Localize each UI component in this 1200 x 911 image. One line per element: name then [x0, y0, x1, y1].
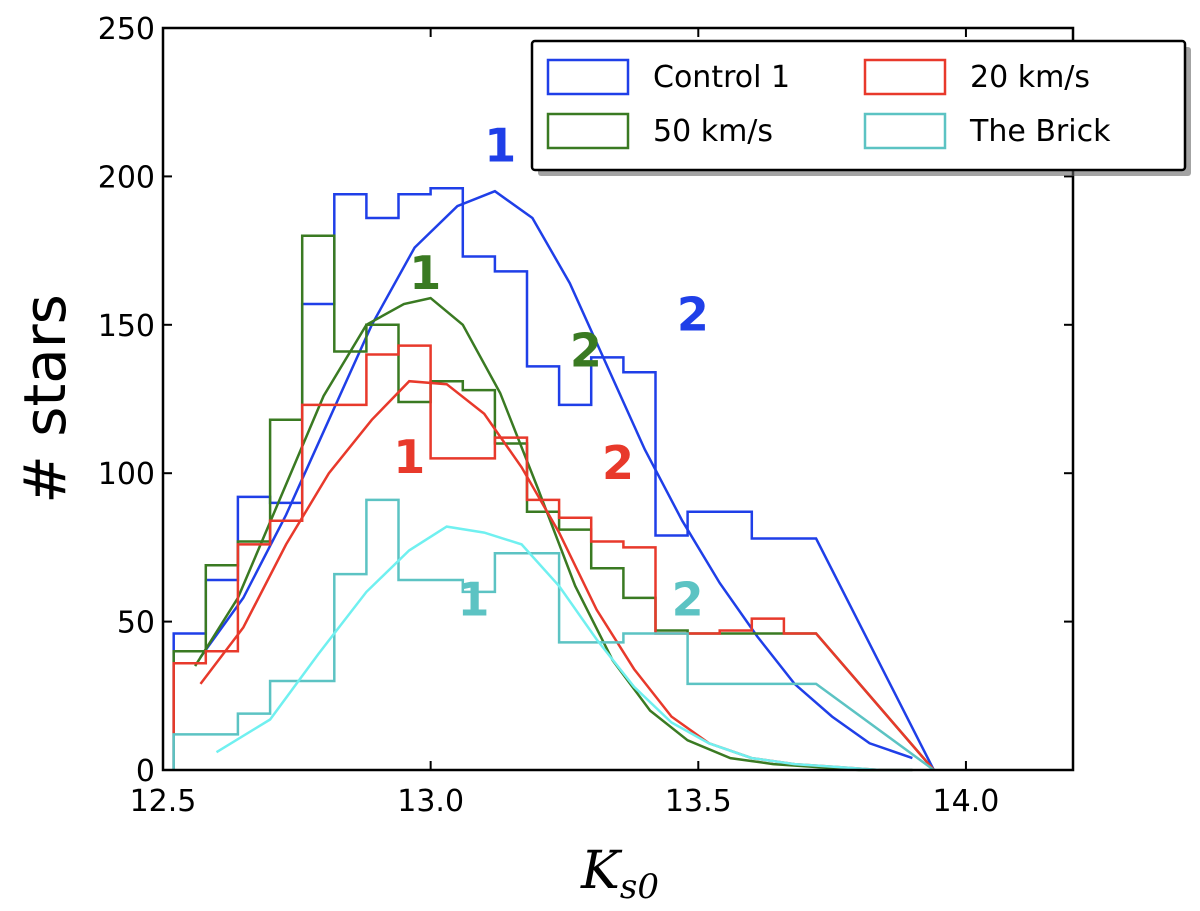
legend-label-50-km-s: 50 km/s: [653, 114, 773, 149]
x-axis-label-main: K: [580, 841, 623, 901]
tick-layer: 12.5 13.0 13.5 14.0 0 50 100 150 200 250: [98, 12, 1073, 819]
series-layer: [172, 187, 935, 772]
y-tick-label: 150: [98, 309, 155, 344]
legend-swatch-the-brick: [863, 112, 947, 150]
annotation-20-km-s-2: 2: [602, 436, 634, 490]
legend-label-20-km-s: 20 km/s: [970, 60, 1090, 95]
hist-50-km-s: [172, 234, 935, 771]
x-tick-label: 14.0: [933, 784, 1000, 819]
y-axis-label: # stars: [11, 294, 79, 504]
legend-swatch-50-km-s: [546, 112, 630, 150]
fit-curve-the-brick: [215, 525, 913, 772]
hist-the-brick: [172, 498, 935, 772]
x-axis-label-subscript: s0: [620, 867, 659, 907]
fit-curve-50-km-s: [194, 296, 913, 772]
annotation-control-1-2: 2: [677, 288, 709, 342]
annotation-layer: 1 2 1 2 1 2 1 2: [393, 119, 709, 627]
y-tick-label: 50: [117, 606, 155, 641]
y-tick-label: 200: [98, 160, 155, 195]
annotation-50-km-s-1: 1: [409, 246, 441, 300]
legend-swatch-20-km-s: [863, 58, 947, 96]
y-tick-label: 100: [98, 457, 155, 492]
annotation-20-km-s-1: 1: [393, 430, 425, 484]
legend-label-the-brick: The Brick: [969, 114, 1111, 149]
legend: Control 1 20 km/s 50 km/s The Brick: [530, 39, 1191, 176]
plot-frame: [161, 26, 1075, 772]
legend-box: [530, 39, 1187, 172]
x-axis-label: Ks0: [580, 841, 659, 907]
hist-20-km-s: [172, 344, 935, 771]
legend-label-control-1: Control 1: [653, 60, 790, 95]
x-tick-label: 13.5: [665, 784, 732, 819]
x-tick-label: 12.5: [130, 784, 197, 819]
annotation-the-brick-2: 2: [672, 573, 704, 627]
annotation-the-brick-1: 1: [457, 573, 489, 627]
annotation-control-1-1: 1: [484, 119, 516, 173]
annotation-50-km-s-2: 2: [570, 323, 602, 377]
x-tick-label: 13.0: [397, 784, 464, 819]
y-tick-label: 0: [136, 754, 155, 789]
legend-swatch-control-1: [546, 58, 630, 96]
y-tick-label: 250: [98, 12, 155, 47]
